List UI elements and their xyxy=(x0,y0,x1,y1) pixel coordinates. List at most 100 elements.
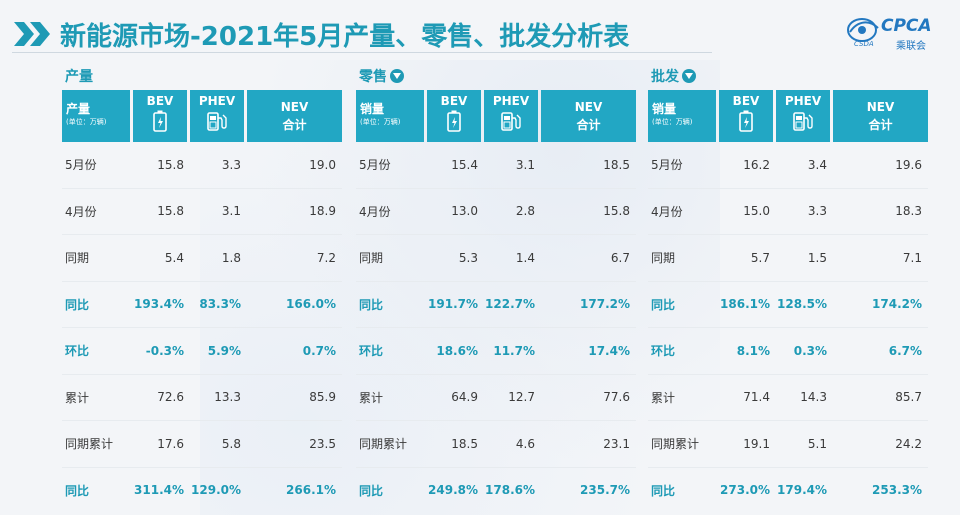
phev-value: 178.6% xyxy=(485,483,535,498)
nev-value: 18.9 xyxy=(309,204,336,219)
table-row: 同比 193.4% 83.3% 166.0% xyxy=(62,282,342,328)
header-metric-label: 销量 xyxy=(652,102,677,116)
header-nev-label: NEV xyxy=(280,100,309,114)
phev-value: 1.5 xyxy=(807,250,827,265)
table-header: 销量 (单位：万辆) BEV PHEV NEV 合计 xyxy=(356,90,636,142)
header-bev-label: BEV xyxy=(146,94,174,108)
header-metric-label: 产量 xyxy=(66,102,91,116)
bev-value: 8.1% xyxy=(736,343,770,358)
nev-value: 23.5 xyxy=(309,436,336,451)
phev-value: 122.7% xyxy=(485,297,535,312)
phev-value: 11.7% xyxy=(493,343,535,358)
table-row: 5月份 15.4 3.1 18.5 xyxy=(356,142,636,189)
table-row: 同比 311.4% 129.0% 266.1% xyxy=(62,468,342,514)
table-row: 环比 18.6% 11.7% 17.4% xyxy=(356,328,636,375)
nev-value: 235.7% xyxy=(580,483,630,498)
row-label: 4月份 xyxy=(359,204,391,219)
nev-value: 266.1% xyxy=(286,483,336,498)
table-body: 5月份 15.8 3.3 19.0 4月份 15.8 3.1 18.9 同期 5.4 1.8 7.2 同… xyxy=(62,142,342,513)
fuel-pump-icon xyxy=(792,110,814,136)
nev-value: 85.7 xyxy=(895,390,922,405)
table-row: 同期累计 17.6 5.8 23.5 xyxy=(62,421,342,468)
row-label: 同比 xyxy=(651,483,676,498)
bev-value: 5.3 xyxy=(458,250,478,265)
phev-value: 128.5% xyxy=(777,297,827,312)
bev-value: 15.0 xyxy=(743,204,770,219)
phev-value: 5.9% xyxy=(207,343,241,358)
table-row: 同期 5.4 1.8 7.2 xyxy=(62,235,342,282)
download-circle-icon[interactable] xyxy=(682,69,696,83)
table-row: 同比 186.1% 128.5% 174.2% xyxy=(648,282,928,328)
download-circle-icon[interactable] xyxy=(390,69,404,83)
panel-title-text: 零售 xyxy=(359,69,387,85)
header-bev: BEV xyxy=(133,90,187,142)
bev-value: 5.4 xyxy=(164,250,184,265)
header-nev: NEV 合计 xyxy=(247,90,342,142)
nev-value: 15.8 xyxy=(603,204,630,219)
header-metric: 产量 (单位：万辆) xyxy=(62,90,130,142)
phev-value: 4.6 xyxy=(515,436,535,451)
bev-value: 273.0% xyxy=(720,483,770,498)
row-label: 同期累计 xyxy=(651,437,700,452)
nev-value: 23.1 xyxy=(603,436,630,451)
row-label: 同期 xyxy=(359,251,384,266)
title-divider xyxy=(12,52,712,53)
table-row: 环比 8.1% 0.3% 6.7% xyxy=(648,328,928,375)
row-label: 同比 xyxy=(359,483,384,498)
row-label: 5月份 xyxy=(359,158,391,173)
header-phev: PHEV xyxy=(190,90,244,142)
table-row: 环比 -0.3% 5.9% 0.7% xyxy=(62,328,342,375)
phev-value: 3.3 xyxy=(221,157,241,172)
nev-value: 7.1 xyxy=(902,250,922,265)
header-phev-label: PHEV xyxy=(492,94,530,108)
bev-value: 71.4 xyxy=(743,390,770,405)
table-row: 5月份 15.8 3.3 19.0 xyxy=(62,142,342,189)
header-unit: (单位：万辆) xyxy=(360,118,401,126)
cpca-logo: CPCA 乘联会 CSDA xyxy=(844,10,948,56)
row-label: 同比 xyxy=(65,297,90,312)
nev-value: 174.2% xyxy=(872,297,922,312)
header-bev-label: BEV xyxy=(732,94,760,108)
panel-title: 产量 xyxy=(65,66,342,86)
header-metric: 销量 (单位：万辆) xyxy=(356,90,424,142)
nev-value: 77.6 xyxy=(603,390,630,405)
phev-value: 5.1 xyxy=(807,436,827,451)
bev-value: 193.4% xyxy=(134,297,184,312)
phev-value: 3.1 xyxy=(515,157,535,172)
nev-value: 19.6 xyxy=(895,157,922,172)
battery-icon xyxy=(739,110,753,136)
bev-value: 18.6% xyxy=(436,343,478,358)
table-header: 产量 (单位：万辆) BEV PHEV NEV 合计 xyxy=(62,90,342,142)
table-row: 同期 5.7 1.5 7.1 xyxy=(648,235,928,282)
battery-icon xyxy=(447,110,461,136)
phev-value: 13.3 xyxy=(214,390,241,405)
header-nev-label: NEV xyxy=(866,100,895,114)
bev-value: 311.4% xyxy=(134,483,184,498)
row-label: 5月份 xyxy=(651,158,683,173)
table-header: 销量 (单位：万辆) BEV PHEV NEV 合计 xyxy=(648,90,928,142)
row-label: 同比 xyxy=(651,297,676,312)
bev-value: 191.7% xyxy=(428,297,478,312)
header-unit: (单位：万辆) xyxy=(66,118,107,126)
bev-value: 15.8 xyxy=(157,157,184,172)
row-label: 累计 xyxy=(651,390,676,405)
table-row: 累计 71.4 14.3 85.7 xyxy=(648,375,928,421)
row-label: 4月份 xyxy=(65,204,97,219)
header-nev-total: 合计 xyxy=(576,118,601,132)
nev-value: 0.7% xyxy=(302,343,336,358)
bev-value: 5.7 xyxy=(750,250,770,265)
title-bar: 新能源市场-2021年5月产量、零售、批发分析表 xyxy=(12,14,629,54)
phev-value: 12.7 xyxy=(508,390,535,405)
phev-value: 2.8 xyxy=(515,204,535,219)
page-title: 新能源市场-2021年5月产量、零售、批发分析表 xyxy=(60,21,630,52)
panel-title: 零售 xyxy=(359,66,636,86)
row-label: 同期 xyxy=(65,251,90,266)
battery-icon xyxy=(153,110,167,136)
row-label: 环比 xyxy=(359,344,384,359)
nev-value: 18.5 xyxy=(603,157,630,172)
panel-title-text: 批发 xyxy=(651,69,679,85)
phev-value: 1.8 xyxy=(221,250,241,265)
panel-retail: 零售 销量 (单位：万辆) BEV PHEV NEV 合计 5月份 15.4 3.1 18.5 4月份… xyxy=(356,66,636,513)
fuel-pump-icon xyxy=(500,110,522,136)
table-row: 累计 64.9 12.7 77.6 xyxy=(356,375,636,421)
